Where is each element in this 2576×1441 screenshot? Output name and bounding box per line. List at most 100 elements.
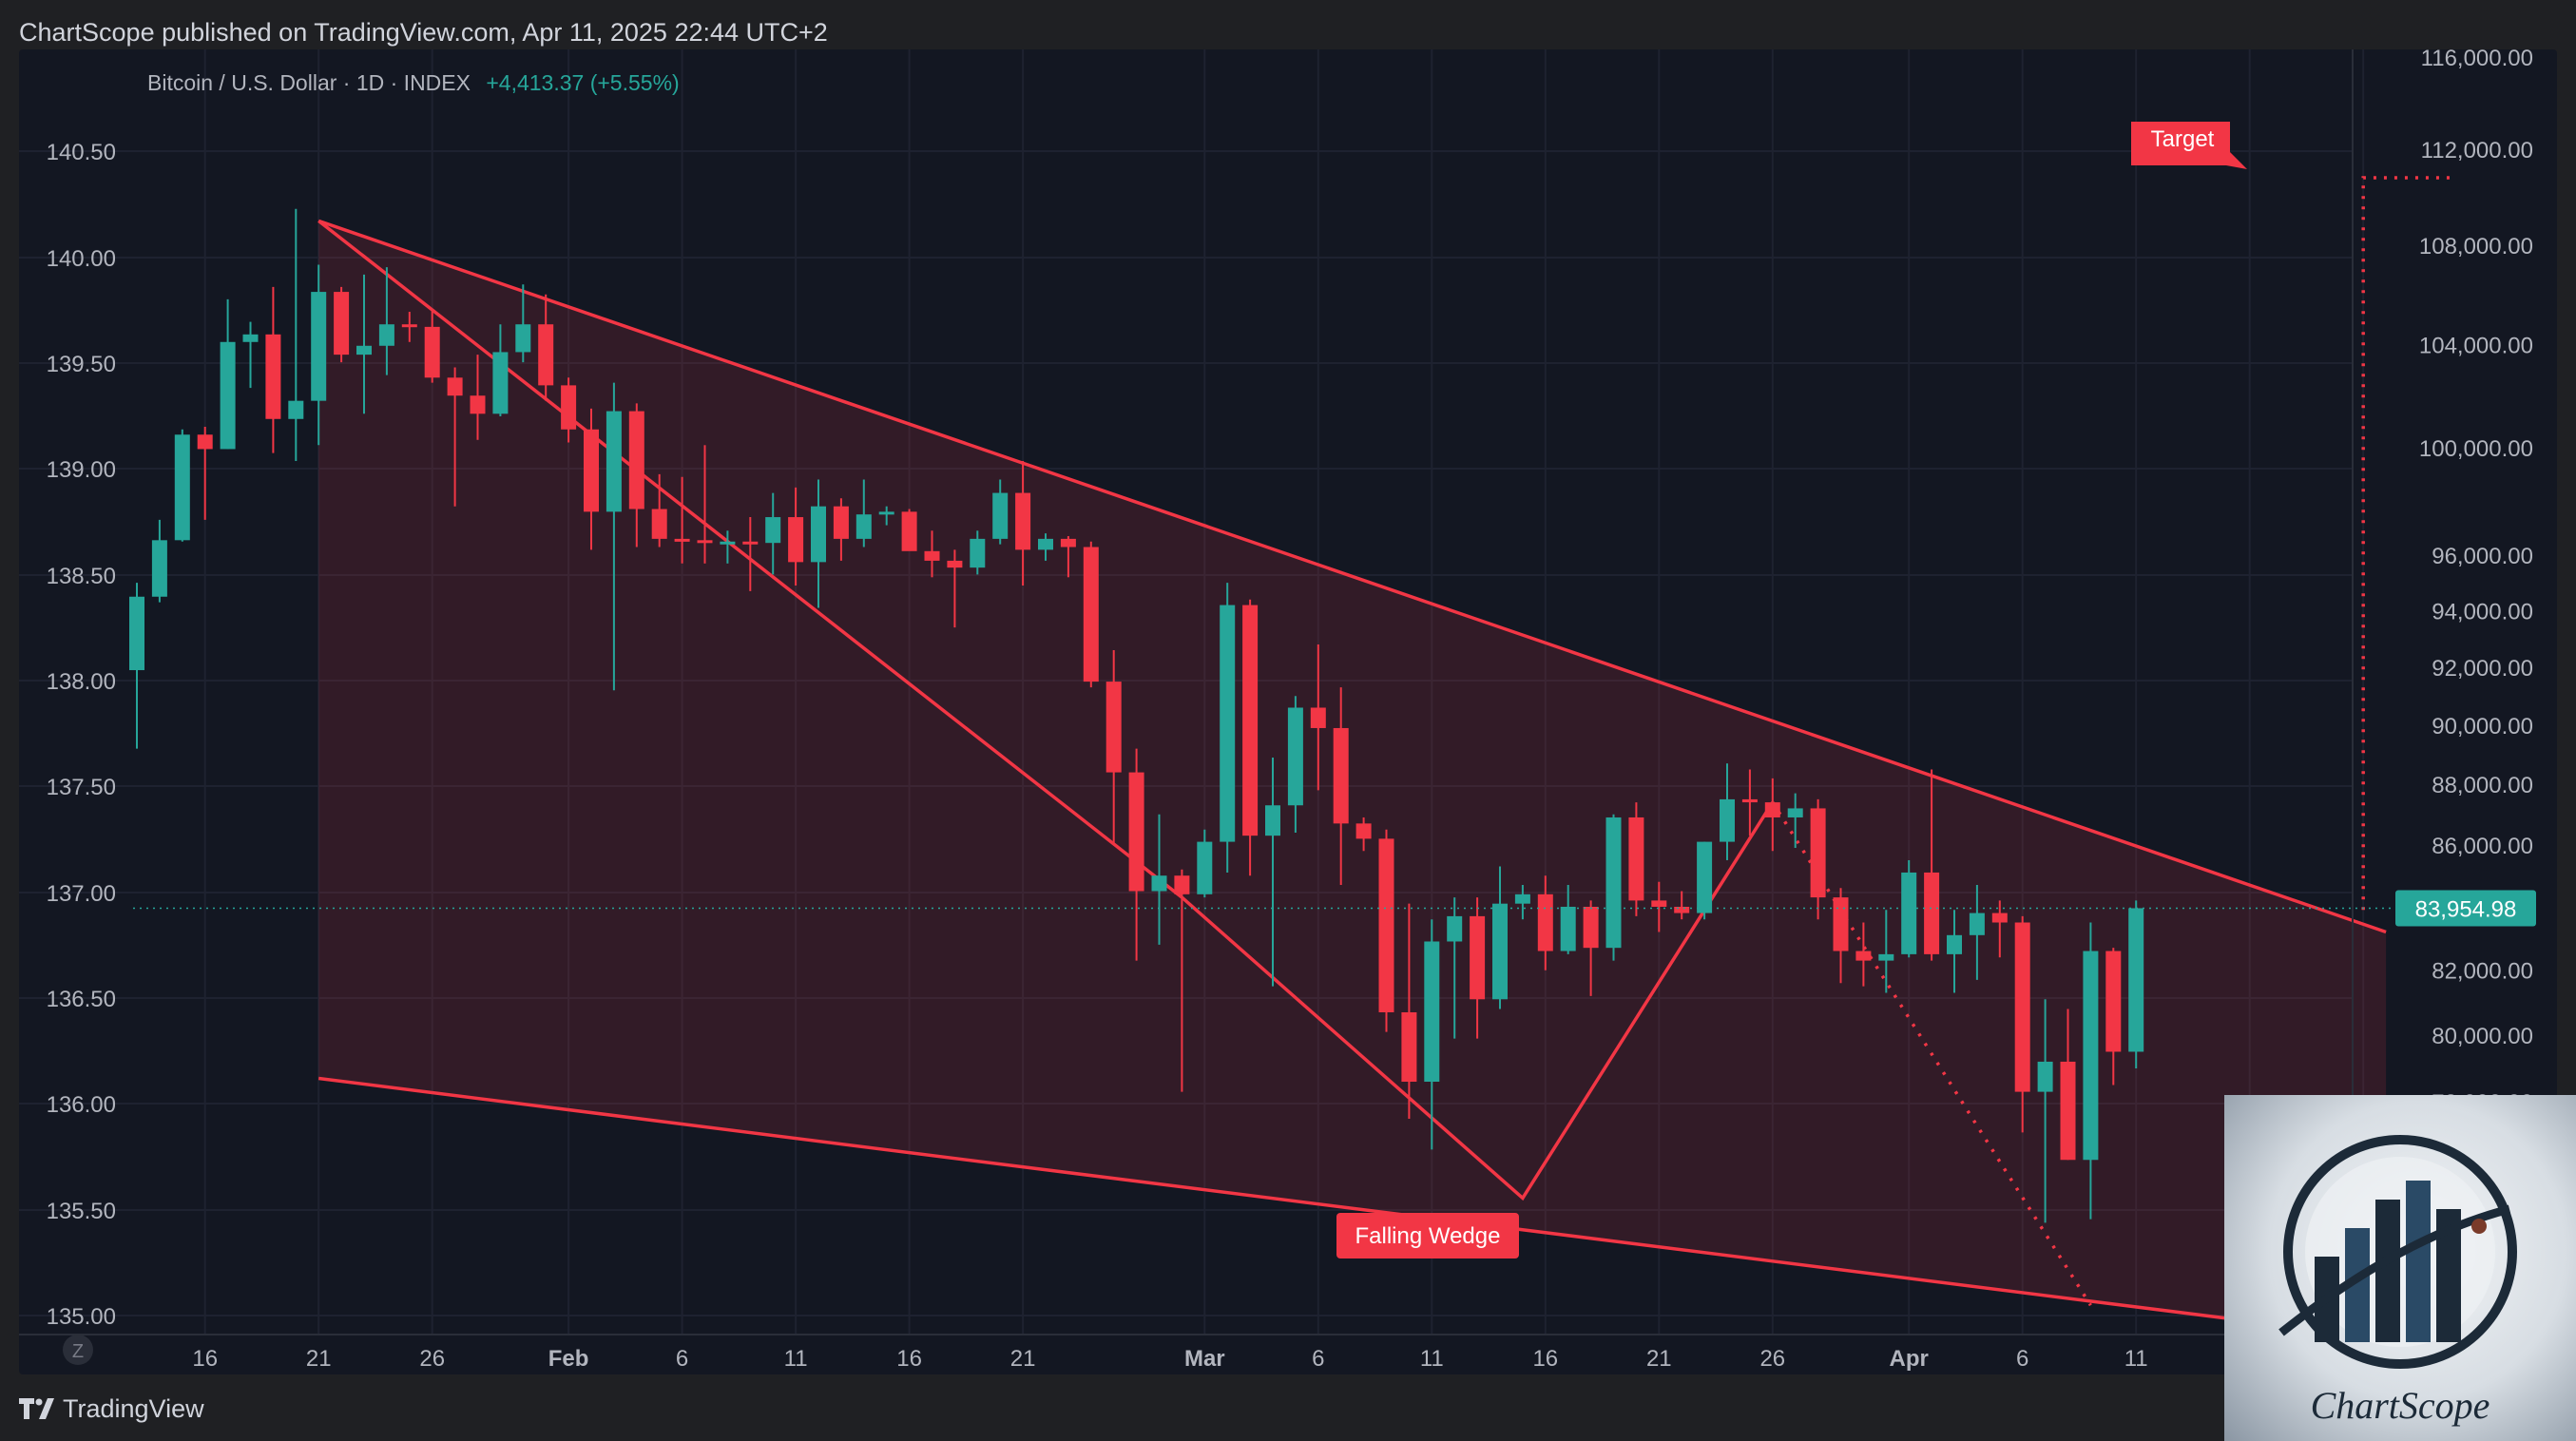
- right-axis-tick-label: 112,000.00: [2421, 138, 2533, 163]
- wedge-lower-line: [317, 1076, 2387, 1340]
- candle-body: [924, 550, 940, 561]
- candle-body: [356, 345, 372, 355]
- left-axis-tick-label: 138.00: [47, 669, 116, 695]
- candle-body: [334, 292, 350, 355]
- right-axis-tick-label: 82,000.00: [2432, 959, 2533, 985]
- tradingview-logo-icon: [19, 1398, 54, 1419]
- candle-body: [2037, 1061, 2053, 1092]
- candle-body: [2060, 1061, 2076, 1161]
- watermark-brand: ChartScope: [2310, 1384, 2490, 1427]
- candle-body: [1197, 841, 1213, 894]
- candle-body: [538, 324, 554, 386]
- left-axis-tick-label: 135.00: [47, 1304, 116, 1330]
- candle-body: [401, 324, 417, 328]
- timezone-label: Z: [72, 1341, 84, 1362]
- candle-body: [1470, 915, 1486, 1000]
- candle-body: [265, 334, 281, 419]
- last-price-label: 83,954.98: [2415, 896, 2517, 922]
- candle-body: [424, 326, 440, 378]
- candle-body: [628, 411, 644, 509]
- x-axis-tick-label: 26: [419, 1346, 445, 1372]
- candle-body: [947, 560, 963, 568]
- chart-panel[interactable]: 116,000.00 112,000.00 108,000.00 104,000.00…: [19, 49, 2557, 1374]
- candle-body: [1810, 808, 1826, 898]
- candle-body: [447, 377, 463, 396]
- x-axis-tick-label: 16: [192, 1346, 218, 1372]
- right-axis-tick-label: 94,000.00: [2432, 599, 2533, 624]
- candle-body: [1015, 492, 1031, 550]
- chart-axes: 116,000.00 112,000.00 108,000.00 104,000.00…: [19, 49, 2557, 1372]
- candle-body: [561, 385, 577, 430]
- candle-body: [1901, 872, 1917, 954]
- left-axis-tick-label: 140.50: [47, 140, 116, 165]
- candle-body: [515, 324, 531, 353]
- falling-wedge-pattern: [317, 176, 2454, 1340]
- x-axis-tick-label: 21: [1646, 1346, 1672, 1372]
- right-axis-tick-label: 92,000.00: [2432, 656, 2533, 682]
- candle-body: [2105, 951, 2122, 1052]
- target-tag: [2131, 122, 2247, 170]
- x-axis-tick-label: 11: [1420, 1346, 1444, 1372]
- right-axis-tick-label: 100,000.00: [2419, 436, 2533, 462]
- candle-body: [1560, 906, 1576, 951]
- candle-body: [1991, 913, 2008, 923]
- left-axis-tick-label: 140.00: [47, 246, 116, 272]
- wedge-fill: [318, 221, 2387, 1338]
- left-axis-tick-label: 135.50: [47, 1199, 116, 1224]
- x-axis-tick-label: Mar: [1184, 1346, 1225, 1372]
- price-chart[interactable]: 116,000.00 112,000.00 108,000.00 104,000.00…: [19, 49, 2557, 1374]
- candle-body: [1878, 953, 1894, 961]
- falling-wedge-tag: [1336, 1213, 1519, 1258]
- candle-body: [606, 411, 622, 512]
- x-axis-tick-label: Feb: [548, 1346, 589, 1372]
- right-axis-tick-label: 90,000.00: [2432, 714, 2533, 740]
- candle-body: [311, 292, 327, 401]
- x-axis-tick-label: 16: [896, 1346, 922, 1372]
- right-axis-tick-label: 80,000.00: [2432, 1024, 2533, 1049]
- candle-body: [2014, 922, 2030, 1092]
- right-axis-tick-label: 96,000.00: [2432, 544, 2533, 569]
- candle-body: [1333, 727, 1349, 824]
- candle-body: [1060, 538, 1076, 548]
- x-axis-tick-label: 6: [1312, 1346, 1324, 1372]
- left-axis-tick-label: 137.50: [47, 775, 116, 800]
- chartscope-logo-icon: [2278, 1135, 2517, 1369]
- x-axis-tick-label: 21: [1010, 1346, 1036, 1372]
- target-projection-dotted: [2361, 176, 2454, 911]
- candle-body: [1151, 875, 1167, 892]
- candle-body: [1287, 707, 1303, 806]
- price-change: +4,413.37 (+5.55%): [486, 70, 680, 95]
- x-axis-tick-label: Apr: [1890, 1346, 1929, 1372]
- candle-body: [1447, 915, 1463, 942]
- candle-body: [833, 506, 849, 539]
- candle-body: [1969, 913, 1985, 935]
- candle-body: [855, 514, 872, 539]
- candle-body: [584, 429, 599, 512]
- candle-body: [1787, 808, 1803, 817]
- candle-body: [1083, 547, 1099, 682]
- candle-body: [1855, 951, 1872, 961]
- candle-body: [2128, 908, 2144, 1052]
- candle-body: [697, 540, 713, 544]
- candle-body: [1674, 906, 1690, 913]
- left-axis-tick-label: 137.00: [47, 881, 116, 907]
- footer-brand: TradingView: [63, 1393, 204, 1423]
- candle-body: [1355, 823, 1372, 839]
- right-axis-tick-label: 108,000.00: [2419, 234, 2533, 259]
- candle-body: [651, 509, 667, 539]
- publish-info: ChartScope published on TradingView.com,…: [19, 18, 828, 47]
- candle-body: [1265, 805, 1280, 836]
- symbol-legend: Bitcoin / U.S. Dollar · 1D · INDEX +4,41…: [147, 70, 680, 96]
- candle-body: [1697, 841, 1713, 913]
- candle-body: [788, 517, 804, 563]
- candle-body: [1651, 900, 1667, 907]
- footer: TradingView: [19, 1390, 204, 1428]
- candle-body: [1628, 817, 1644, 901]
- candle-body: [1424, 941, 1440, 1083]
- x-axis-tick-label: 16: [1532, 1346, 1558, 1372]
- candle-body: [720, 541, 736, 545]
- right-axis-tick-label: 116,000.00: [2421, 49, 2533, 71]
- candle-body: [878, 511, 894, 515]
- candle-body: [1924, 872, 1940, 954]
- candle-body: [1128, 772, 1144, 892]
